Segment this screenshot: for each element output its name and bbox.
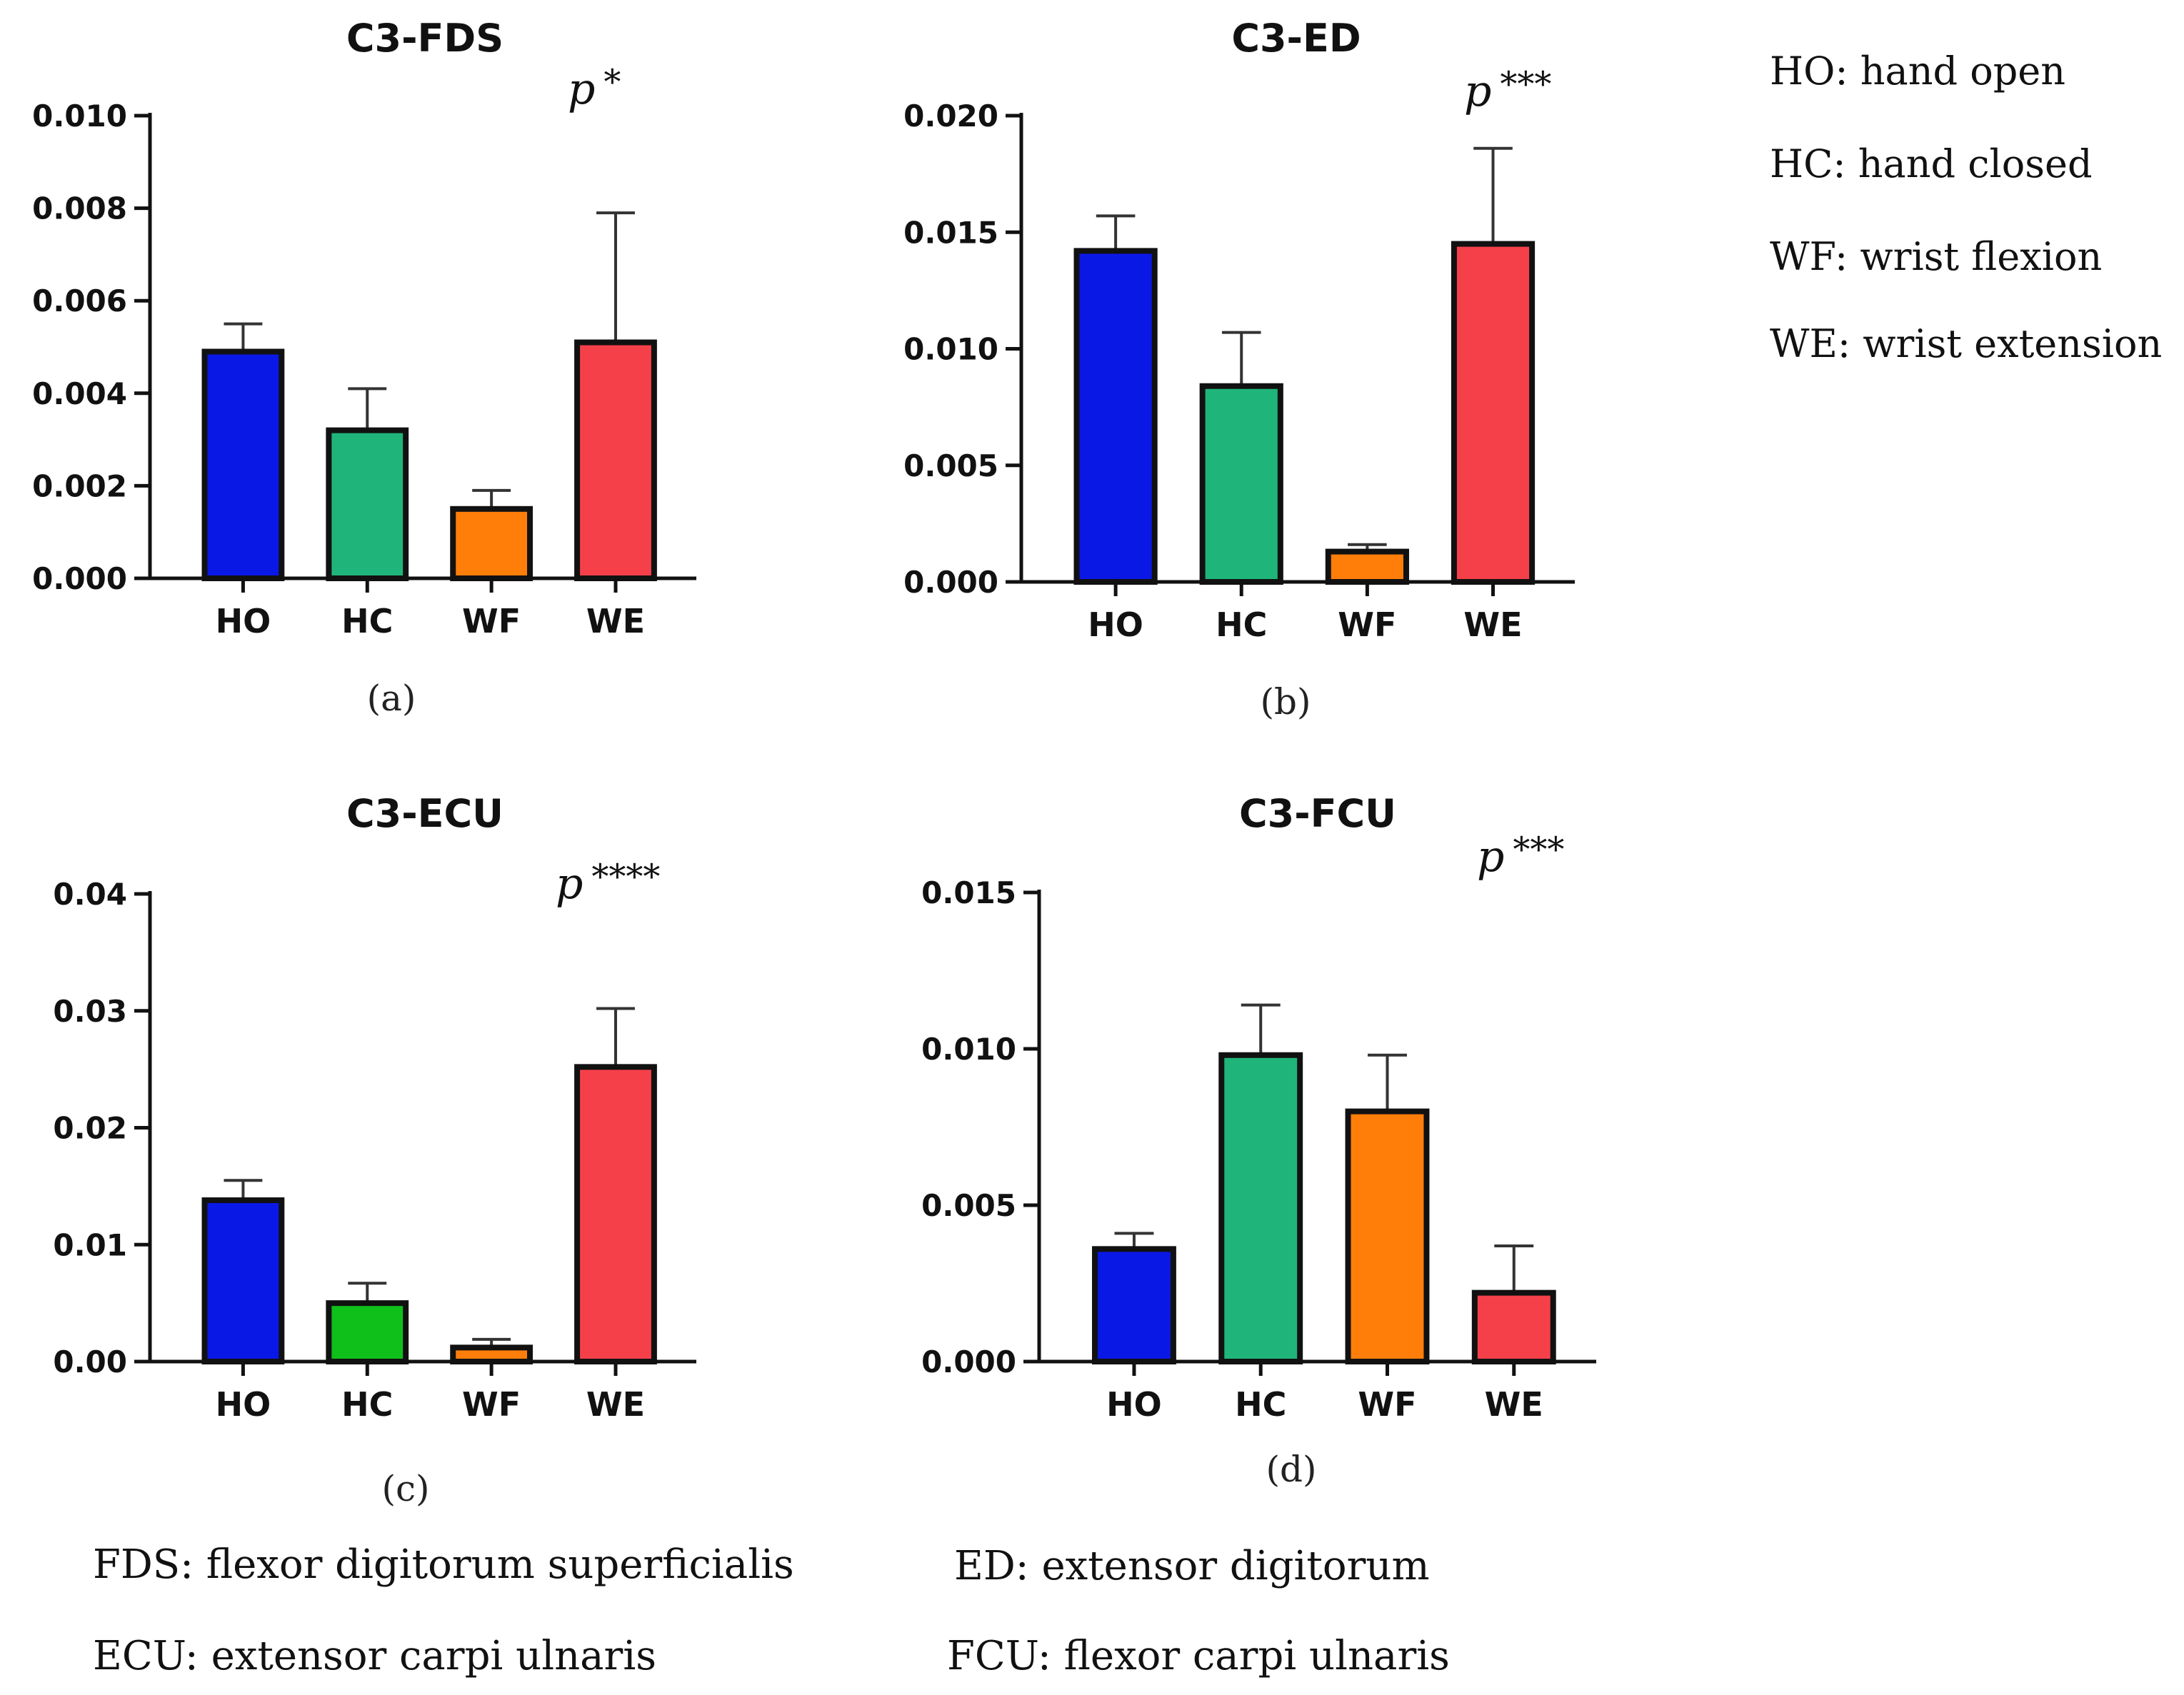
- y-tick-label: 0.015: [903, 215, 998, 250]
- category-label: HC: [1216, 605, 1267, 644]
- y-tick-label: 0.00: [53, 1344, 127, 1379]
- y-tick-label: 0.010: [921, 1032, 1016, 1067]
- bar-ho: [1073, 248, 1158, 585]
- abbr-fds: FDS: flexor digitorum superficialis: [93, 1541, 794, 1588]
- chart-panel-1: C3-FDS p * 0.000 0.002 0.004 0.006 0.008 0.010 HO…: [32, 16, 696, 719]
- y-tick-label: 0.01: [53, 1227, 127, 1262]
- bar-ho: [1092, 1246, 1176, 1364]
- category-label: HC: [341, 602, 393, 640]
- bar-hc: [326, 427, 409, 582]
- y-tick-label: 0.006: [32, 283, 127, 318]
- category-label: HC: [341, 1385, 393, 1424]
- y-tick-label: 0.005: [903, 448, 998, 483]
- y-tick-label: 0.000: [32, 561, 127, 596]
- bar-wf: [450, 1344, 534, 1364]
- bar-ho: [201, 348, 285, 581]
- category-label: HO: [1088, 605, 1143, 644]
- abbr-fcu: FCU: flexor carpi ulnaris: [947, 1633, 1450, 1679]
- legend-entry-we: WE: wrist extension: [1770, 321, 2162, 366]
- y-tick-label: 0.04: [53, 877, 127, 912]
- p-letter: p: [1477, 832, 1504, 882]
- bar-we: [574, 1064, 657, 1364]
- significance-stars: *: [603, 62, 621, 102]
- significance-marker: p *: [568, 62, 621, 114]
- bar-we: [1471, 1289, 1556, 1365]
- y-tick-label: 0.015: [921, 875, 1016, 910]
- panel-label: (d): [1266, 1449, 1316, 1490]
- category-label: WE: [586, 1385, 645, 1424]
- panel-label: (c): [381, 1468, 429, 1509]
- category-label: HO: [216, 602, 271, 640]
- p-letter: p: [1464, 66, 1491, 116]
- bar-hc: [1199, 383, 1283, 585]
- significance-marker: p ***: [1477, 830, 1564, 882]
- p-letter: p: [556, 859, 583, 909]
- panel-label: (b): [1260, 681, 1311, 723]
- bar-we: [1451, 241, 1536, 585]
- chart-title: C3-ECU: [346, 791, 504, 836]
- category-label: WF: [462, 1385, 521, 1424]
- category-label: WE: [1463, 605, 1522, 644]
- chart-panel-3: C3-ECU p **** 0.00 0.01 0.02 0.03 0.04 HO HC WF WE (…: [53, 791, 696, 1509]
- significance-stars: ****: [591, 857, 660, 897]
- chart-title: C3-FCU: [1239, 791, 1396, 836]
- chart-title: C3-ED: [1231, 16, 1361, 61]
- significance-stars: ***: [1500, 64, 1551, 104]
- p-letter: p: [568, 64, 595, 114]
- y-tick-label: 0.010: [32, 99, 127, 134]
- y-tick-label: 0.002: [32, 468, 127, 503]
- y-tick-label: 0.004: [32, 376, 127, 411]
- y-tick-label: 0.010: [903, 332, 998, 367]
- chart-panel-2: C3-ED p *** 0.000 0.005 0.010 0.015 0.020 HO HC WF…: [903, 16, 1575, 723]
- y-tick-label: 0.03: [53, 994, 127, 1029]
- category-label: WF: [1358, 1385, 1416, 1424]
- y-tick-label: 0.000: [903, 565, 998, 600]
- category-label: HC: [1235, 1385, 1286, 1424]
- category-label: HO: [216, 1385, 271, 1424]
- chart-title: C3-FDS: [346, 16, 504, 61]
- abbr-ed: ED: extensor digitorum: [954, 1543, 1430, 1589]
- chart-panel-4: C3-FCU p *** 0.000 0.005 0.010 0.015 HO HC WF WE (d…: [921, 791, 1596, 1490]
- bar-wf: [1345, 1108, 1430, 1364]
- y-tick-label: 0.020: [903, 99, 998, 134]
- category-label: WF: [1338, 605, 1396, 644]
- category-label: WF: [462, 602, 521, 640]
- bar-wf: [450, 506, 534, 581]
- significance-marker: p ***: [1464, 64, 1551, 116]
- muscle-abbreviations: FDS: flexor digitorum superficialis ED: …: [93, 1541, 1450, 1679]
- abbr-ecu: ECU: extensor carpi ulnaris: [93, 1633, 656, 1679]
- y-tick-label: 0.008: [32, 191, 127, 226]
- category-label: HO: [1106, 1385, 1162, 1424]
- bar-ho: [201, 1197, 285, 1365]
- significance-stars: ***: [1513, 830, 1564, 870]
- legend-entry-wf: WF: wrist flexion: [1770, 234, 2102, 279]
- bar-we: [574, 339, 657, 581]
- y-tick-label: 0.02: [53, 1111, 127, 1146]
- category-label: WE: [1485, 1385, 1543, 1424]
- significance-marker: p ****: [556, 857, 660, 909]
- panel-label: (a): [367, 678, 416, 719]
- legend-entry-hc: HC: hand closed: [1770, 141, 2093, 186]
- bar-hc: [1218, 1052, 1303, 1364]
- bar-hc: [326, 1300, 409, 1364]
- condition-legend: HO: hand open HC: hand closed WF: wrist …: [1770, 49, 2162, 366]
- y-tick-label: 0.000: [921, 1344, 1016, 1379]
- bar-wf: [1325, 548, 1409, 585]
- y-tick-label: 0.005: [921, 1188, 1016, 1223]
- legend-entry-ho: HO: hand open: [1770, 49, 2065, 94]
- category-label: WE: [586, 602, 645, 640]
